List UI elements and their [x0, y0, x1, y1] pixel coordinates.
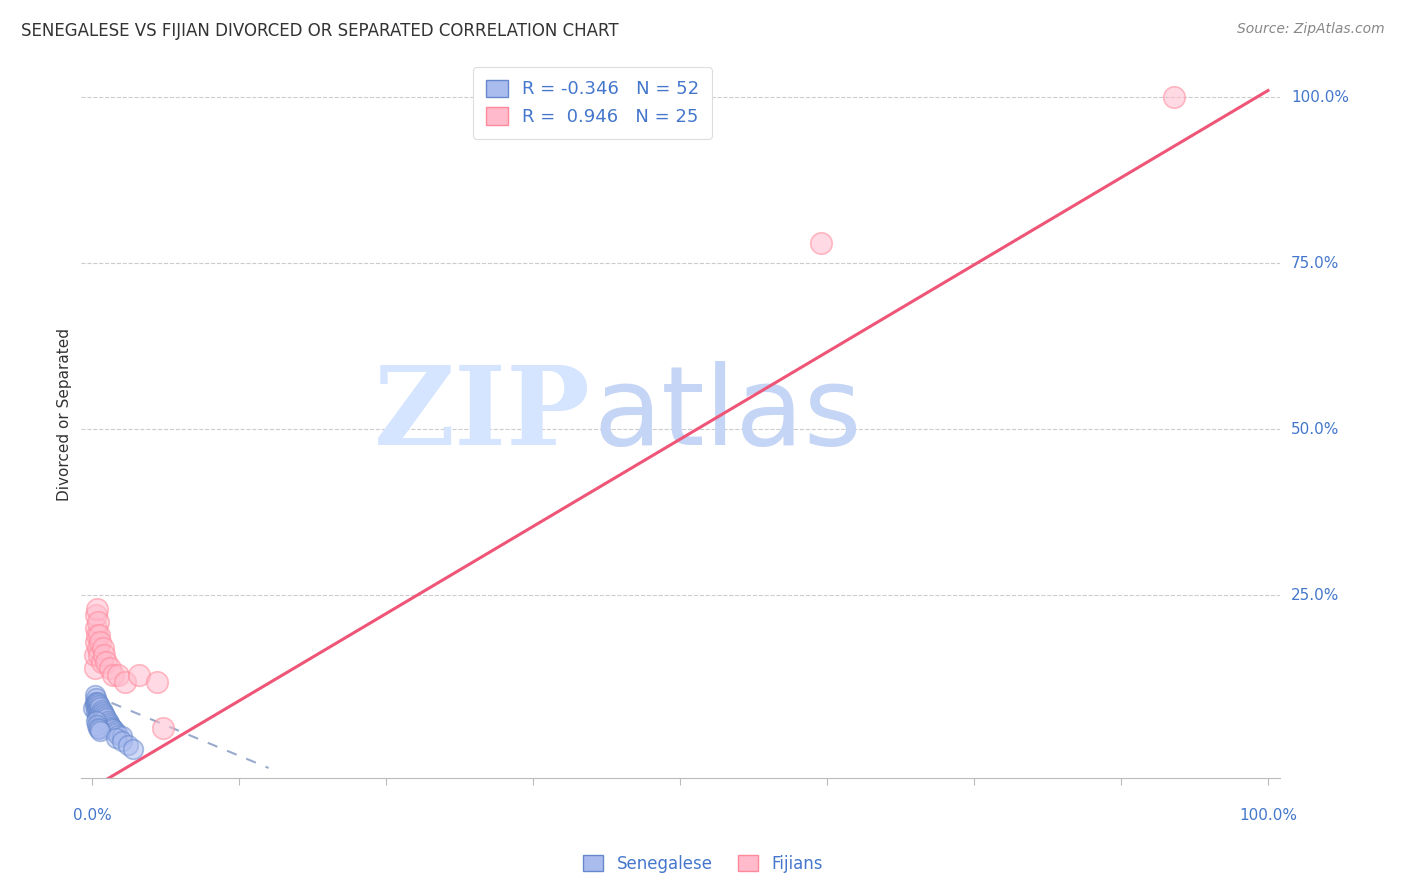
Point — [89, 724, 111, 739]
Point — [87, 615, 110, 629]
Text: 75.0%: 75.0% — [1291, 256, 1339, 270]
Point — [84, 622, 107, 636]
Point — [101, 721, 124, 735]
Point — [98, 661, 121, 675]
Point — [86, 601, 108, 615]
Point — [84, 691, 107, 706]
Point — [103, 668, 125, 682]
Point — [89, 705, 111, 719]
Point — [94, 709, 117, 723]
Point — [96, 714, 118, 729]
Point — [84, 705, 107, 719]
Point — [83, 694, 105, 708]
Point — [83, 688, 105, 702]
Point — [84, 696, 107, 710]
Point — [84, 714, 107, 729]
Point — [107, 728, 129, 742]
Point — [114, 674, 136, 689]
Point — [1163, 90, 1185, 104]
Point — [152, 721, 174, 735]
Point — [84, 608, 107, 623]
Point — [87, 701, 110, 715]
Text: SENEGALESE VS FIJIAN DIVORCED OR SEPARATED CORRELATION CHART: SENEGALESE VS FIJIAN DIVORCED OR SEPARAT… — [21, 22, 619, 40]
Point — [86, 698, 108, 712]
Point — [100, 720, 122, 734]
Point — [87, 696, 110, 710]
Point — [107, 668, 129, 682]
Text: 25.0%: 25.0% — [1291, 588, 1339, 603]
Text: atlas: atlas — [593, 360, 862, 467]
Legend: Senegalese, Fijians: Senegalese, Fijians — [576, 848, 830, 880]
Text: 50.0%: 50.0% — [1291, 422, 1339, 437]
Point — [93, 713, 115, 727]
Point — [86, 628, 108, 642]
Point — [87, 706, 110, 721]
Point — [122, 742, 145, 756]
Point — [90, 715, 112, 730]
Point — [104, 726, 127, 740]
Point — [91, 641, 114, 656]
Point — [90, 655, 112, 669]
Point — [87, 714, 110, 729]
Point — [89, 721, 111, 735]
Point — [104, 731, 127, 745]
Point — [89, 706, 111, 721]
Point — [86, 718, 108, 732]
Point — [128, 668, 150, 682]
Point — [89, 709, 111, 723]
Y-axis label: Divorced or Separated: Divorced or Separated — [58, 327, 72, 500]
Point — [84, 694, 107, 708]
Point — [98, 718, 121, 732]
Point — [89, 634, 111, 648]
Text: 0.0%: 0.0% — [73, 808, 111, 823]
Point — [87, 721, 110, 735]
Point — [90, 702, 112, 716]
Point — [86, 711, 108, 725]
Point — [93, 706, 115, 721]
Point — [87, 641, 110, 656]
Point — [89, 714, 111, 729]
Point — [83, 698, 105, 712]
Point — [111, 729, 134, 743]
Point — [91, 705, 114, 719]
Text: 100.0%: 100.0% — [1291, 90, 1348, 104]
Point — [86, 702, 108, 716]
Point — [146, 674, 169, 689]
Point — [90, 709, 112, 723]
Point — [83, 661, 105, 675]
Point — [83, 648, 105, 662]
Point — [96, 655, 118, 669]
Point — [810, 236, 832, 251]
Point — [84, 634, 107, 648]
Point — [86, 694, 108, 708]
Point — [117, 738, 139, 752]
Point — [111, 734, 134, 748]
Point — [89, 699, 111, 714]
Point — [103, 723, 125, 737]
Point — [91, 711, 114, 725]
Text: Source: ZipAtlas.com: Source: ZipAtlas.com — [1237, 22, 1385, 37]
Point — [89, 698, 111, 712]
Text: 100.0%: 100.0% — [1239, 808, 1296, 823]
Point — [89, 723, 111, 737]
Point — [89, 715, 111, 730]
Point — [89, 648, 111, 662]
Point — [82, 701, 104, 715]
Point — [89, 628, 111, 642]
Legend: R = -0.346   N = 52, R =  0.946   N = 25: R = -0.346 N = 52, R = 0.946 N = 25 — [474, 67, 711, 139]
Point — [104, 724, 127, 739]
Text: ZIP: ZIP — [374, 360, 591, 467]
Point — [96, 711, 118, 725]
Point — [97, 715, 120, 730]
Point — [93, 648, 115, 662]
